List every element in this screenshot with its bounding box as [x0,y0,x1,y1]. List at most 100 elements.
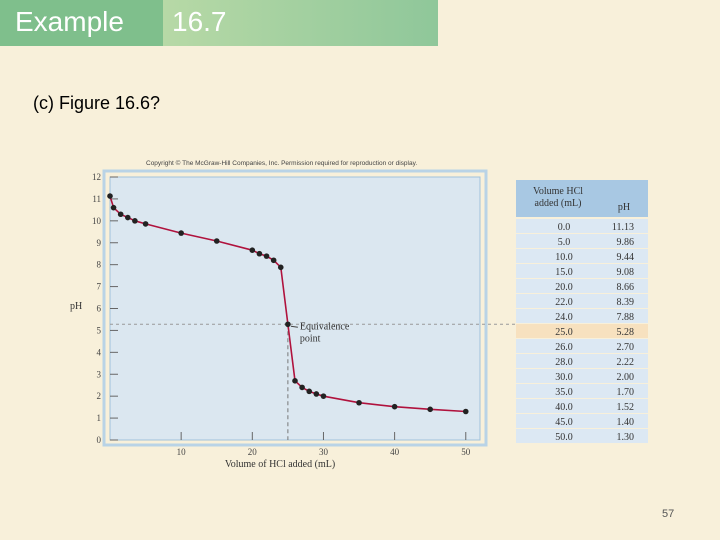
y-axis-label: pH [70,301,82,312]
slide-number: 57 [662,508,675,520]
y-tick-label: 5 [97,325,102,335]
slide-title-number: 16.7 [172,6,227,37]
annotation-equivalence-line2: point [300,333,321,344]
table-cell-ph: 1.70 [617,387,635,398]
y-tick-label: 4 [97,347,102,357]
table-cell-ph: 1.40 [617,417,635,428]
table-cell-ph: 11.13 [612,222,634,233]
x-tick-label: 10 [177,447,187,457]
data-point [391,403,398,410]
y-tick-label: 0 [97,435,102,445]
table-row [516,324,648,338]
table-row [516,414,648,428]
data-point [292,378,298,384]
table-row [516,339,648,353]
data-point [313,391,320,397]
table-cell-ph: 7.88 [617,312,635,323]
table-row [516,369,648,383]
plot-frame [102,169,488,447]
data-point [107,193,113,199]
y-tick-label: 8 [97,260,102,270]
data-point [110,204,117,211]
table-row [516,264,648,278]
data-point [320,393,327,399]
data-point [285,321,291,328]
table-header-ph: pH [618,202,630,213]
table-cell-volume: 24.0 [555,312,573,323]
table-cell-ph: 2.70 [617,342,635,353]
slide-title-example: Example [15,6,124,37]
table-row [516,309,648,323]
table-row [516,249,648,263]
table-row [516,234,648,248]
table-cell-volume: 40.0 [555,402,573,413]
title-bar-left [0,0,163,46]
data-point [306,388,313,395]
data-point [299,384,305,391]
data-point [462,408,469,415]
annotation-equivalence-line1: Equivalence [300,321,350,332]
table-cell-ph: 1.52 [617,402,635,413]
y-tick-label: 3 [97,369,102,379]
table-cell-ph: 2.22 [617,357,635,368]
table-cell-volume: 25.0 [555,327,573,338]
table-cell-volume: 10.0 [555,252,573,263]
equivalence-pointer [290,325,298,328]
x-tick-label: 40 [390,447,400,457]
y-tick-label: 10 [92,216,102,226]
y-tick-label: 9 [97,238,102,248]
table-header-bg [516,180,648,217]
y-tick-label: 6 [97,304,102,314]
data-point [142,221,149,227]
y-tick-label: 12 [92,172,101,182]
table-cell-volume: 45.0 [555,417,573,428]
copyright-notice: Copyright © The McGraw-Hill Companies, I… [146,160,418,167]
data-point [263,253,270,259]
data-point [256,250,263,257]
table-row [516,399,648,413]
x-tick-label: 30 [319,447,329,457]
data-point [117,211,124,218]
data-point [178,230,184,236]
table-header-volume-line1: Volume HCl [533,186,583,197]
x-tick-label: 50 [461,447,471,457]
y-tick-label: 1 [97,413,102,423]
table-cell-volume: 0.0 [558,222,571,233]
table-header-volume-line2: added (mL) [535,198,582,209]
table-row [516,384,648,398]
data-point [270,257,277,264]
x-tick-label: 20 [248,447,258,457]
table-row [516,429,648,443]
plot-area [109,176,481,441]
data-point [427,406,433,413]
table-cell-ph: 9.44 [617,252,635,263]
table-row [516,219,648,233]
table-cell-volume: 30.0 [555,372,573,383]
table-cell-ph: 5.28 [617,327,635,338]
data-point [249,247,256,254]
table-row [516,279,648,293]
table-row [516,294,648,308]
table-cell-volume: 15.0 [555,267,573,278]
y-tick-label: 11 [92,194,101,204]
data-point [124,214,131,221]
data-point [132,218,138,224]
title-bar-right [163,0,438,46]
table-cell-ph: 8.66 [617,282,635,293]
table-cell-ph: 8.39 [617,297,635,308]
data-point [213,238,220,244]
table-cell-volume: 26.0 [555,342,573,353]
data-point [277,264,284,271]
table-cell-volume: 20.0 [555,282,573,293]
table-cell-volume: 50.0 [555,432,573,443]
table-cell-ph: 9.86 [617,237,635,248]
table-row [516,354,648,368]
table-cell-volume: 28.0 [555,357,573,368]
slide-subtitle: (c) Figure 16.6? [33,93,161,113]
table-cell-ph: 2.00 [617,372,635,383]
table-cell-volume: 5.0 [558,237,571,248]
table-cell-volume: 35.0 [555,387,573,398]
table-cell-ph: 1.30 [617,432,635,443]
y-tick-label: 7 [97,282,102,292]
